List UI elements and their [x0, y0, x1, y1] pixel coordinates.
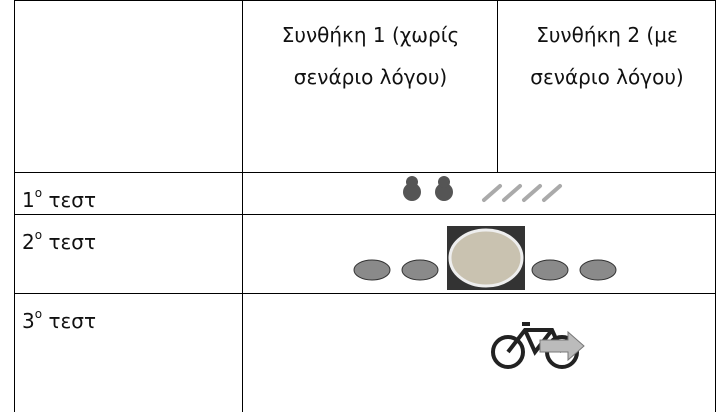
pie: [447, 226, 525, 290]
border: [14, 0, 15, 412]
border: [497, 0, 498, 172]
row-label: 3o τεστ: [22, 293, 96, 342]
border: [14, 0, 716, 1]
row-label: 1o τεστ: [22, 172, 96, 221]
row-text: τεστ: [48, 230, 97, 254]
row-text: τεστ: [48, 188, 97, 212]
chicks: [403, 176, 453, 201]
border: [14, 172, 716, 173]
header-cell: Συνθήκη 2 (με σενάριο λόγου): [530, 23, 684, 89]
row-sup: o: [34, 186, 43, 200]
row-text: τεστ: [48, 309, 97, 333]
row-label: 2o τεστ: [22, 214, 96, 263]
row-sup: o: [34, 307, 43, 321]
border: [14, 214, 716, 215]
border: [14, 293, 716, 294]
turtles: [353, 259, 617, 281]
row-num: 2: [22, 230, 35, 254]
header-cell: Συνθήκη 1 (χωρίς σενάριο λόγου): [281, 23, 460, 89]
row-num: 3: [22, 309, 35, 333]
row-num: 1: [22, 188, 35, 212]
corn: [482, 184, 562, 202]
border: [715, 0, 716, 412]
border: [242, 0, 243, 412]
row-sup: o: [34, 228, 43, 242]
arrow: [539, 330, 585, 362]
